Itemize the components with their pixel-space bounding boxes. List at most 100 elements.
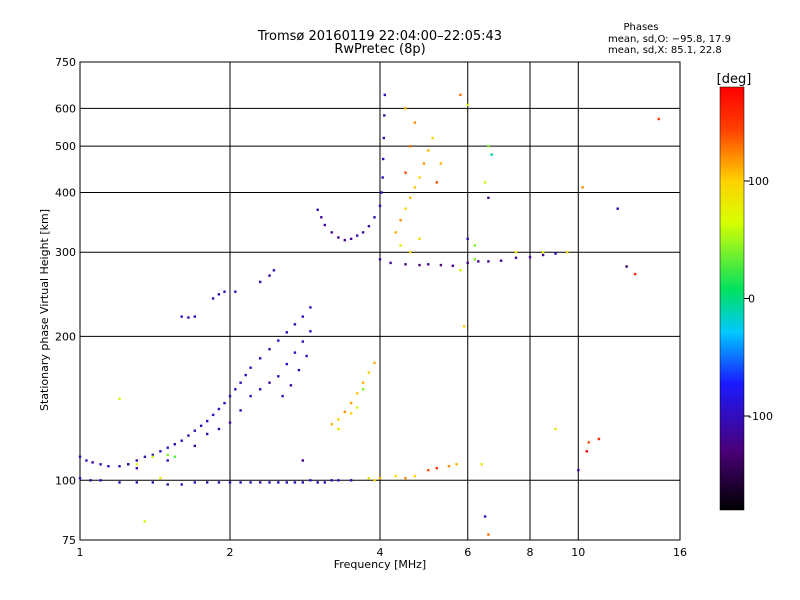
data-point: [135, 481, 138, 484]
data-point: [466, 237, 469, 240]
x-tick-label: 1: [77, 546, 84, 559]
data-point: [316, 208, 319, 211]
data-point: [143, 455, 147, 458]
data-point: [187, 316, 190, 319]
data-point: [349, 479, 353, 482]
y-tick-label: 600: [55, 102, 76, 115]
data-point: [435, 181, 438, 184]
data-point: [413, 186, 417, 189]
data-point: [473, 244, 476, 247]
data-point: [309, 479, 312, 482]
data-point: [378, 477, 382, 480]
data-point: [382, 136, 385, 140]
data-point: [541, 253, 545, 257]
data-point: [323, 223, 326, 227]
colorbar-tick-label: 0: [748, 293, 755, 306]
data-point: [427, 149, 430, 152]
data-point: [239, 409, 242, 412]
y-axis-label: Stationary phase Virtual Height [km]: [38, 209, 51, 411]
data-point: [135, 467, 138, 470]
data-point: [330, 423, 333, 426]
data-point: [159, 450, 162, 453]
colorbar-label: [deg]: [717, 72, 752, 87]
data-point: [228, 394, 232, 398]
data-point: [268, 348, 271, 351]
data-point: [356, 406, 359, 409]
data-point: [380, 191, 383, 194]
y-tick-label: 500: [55, 140, 76, 153]
data-point: [459, 93, 462, 97]
data-point: [193, 429, 196, 432]
data-point: [541, 251, 545, 254]
data-point: [135, 459, 138, 462]
data-point: [78, 455, 82, 458]
data-point: [477, 260, 480, 263]
data-point: [337, 418, 340, 421]
data-point: [118, 481, 121, 484]
data-point: [151, 481, 154, 484]
data-point: [439, 263, 443, 267]
data-point: [657, 117, 660, 121]
data-point: [330, 479, 333, 482]
data-point: [293, 351, 297, 354]
data-point: [323, 481, 326, 484]
data-point: [418, 237, 421, 240]
data-point: [455, 463, 458, 466]
data-point: [277, 339, 280, 342]
data-point: [349, 401, 353, 405]
data-point: [487, 260, 490, 263]
data-point: [413, 475, 417, 478]
data-point: [337, 236, 340, 239]
data-point: [431, 136, 434, 140]
data-point: [268, 381, 271, 384]
data-point: [193, 481, 196, 484]
data-point: [383, 114, 386, 117]
data-point: [480, 463, 483, 466]
stats-line-x: mean, sd,X: 85.1, 22.8: [608, 45, 722, 56]
data-point: [89, 479, 92, 482]
y-tick-label: 400: [55, 186, 76, 199]
data-point: [293, 323, 297, 326]
data-point: [337, 479, 340, 482]
data-point: [554, 427, 557, 431]
data-point: [483, 515, 487, 518]
x-axis-label: Frequency [MHz]: [334, 558, 426, 571]
data-point: [244, 373, 247, 377]
data-point: [409, 196, 412, 199]
data-point: [356, 234, 359, 237]
scatter-points: [78, 93, 660, 536]
data-point: [85, 459, 88, 462]
data-point: [159, 477, 162, 480]
data-point: [309, 330, 312, 333]
data-point: [272, 269, 276, 272]
data-point: [99, 479, 102, 482]
data-point: [166, 453, 169, 457]
data-point: [180, 439, 183, 442]
data-point: [285, 481, 288, 484]
chart-subtitle: RwPretec (8p): [334, 42, 425, 57]
data-point: [483, 181, 487, 184]
x-tick-label: 16: [673, 546, 687, 559]
data-point: [404, 263, 407, 266]
data-point: [466, 261, 469, 265]
data-point: [587, 441, 590, 444]
data-point: [373, 216, 376, 219]
data-point: [91, 461, 94, 464]
data-point: [259, 481, 262, 484]
data-point: [356, 392, 359, 395]
data-point: [459, 269, 462, 272]
data-point: [223, 401, 226, 405]
data-point: [466, 103, 469, 107]
data-point: [616, 207, 619, 210]
data-point: [409, 145, 412, 148]
data-point: [217, 481, 221, 484]
data-point: [409, 251, 412, 254]
data-point: [127, 463, 130, 466]
data-point: [439, 162, 443, 165]
data-point: [399, 219, 402, 222]
data-point: [597, 437, 601, 441]
data-point: [399, 244, 402, 247]
data-point: [217, 427, 221, 431]
data-point: [378, 204, 382, 208]
